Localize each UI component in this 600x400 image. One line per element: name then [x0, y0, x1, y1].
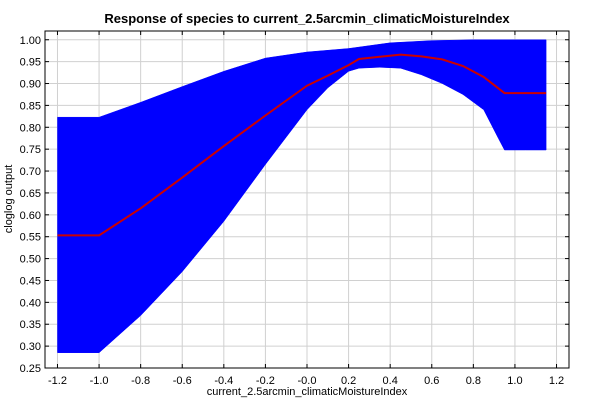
x-tick-label: -0.8 [131, 375, 150, 387]
x-tick-label: 0.2 [341, 375, 356, 387]
x-tick-label: -0.2 [256, 375, 275, 387]
x-axis-ticks: -1.2 -1.0 -0.8 -0.6 -0.4 -0.2 -0.0 0.2 0.4 0.6 0.8… [48, 31, 564, 387]
x-axis-label: current_2.5arcmin_climaticMoistureIndex [207, 386, 408, 398]
y-tick-label: 0.45 [20, 275, 41, 287]
y-tick-label: 0.75 [20, 144, 41, 156]
y-axis-label: cloglog output [3, 165, 15, 234]
y-axis-ticks: 0.25 0.30 0.35 0.40 0.45 0.50 0.55 0.60 0.65 0.70… [20, 35, 569, 375]
y-tick-label: 0.85 [20, 100, 41, 112]
mean-response-line [57, 53, 547, 237]
y-tick-label: 1.00 [20, 35, 41, 47]
x-tick-label: -0.4 [214, 375, 233, 387]
x-tick-label: 0.6 [424, 375, 439, 387]
y-tick-label: 0.40 [20, 297, 41, 309]
x-tick-label: 0.4 [383, 375, 398, 387]
x-tick-label: -0.0 [298, 375, 317, 387]
y-tick-label: 0.25 [20, 363, 41, 375]
x-tick-label: 1.2 [549, 375, 564, 387]
confidence-band [57, 39, 547, 353]
chart-title: Response of species to current_2.5arcmin… [104, 11, 510, 26]
y-tick-label: 0.70 [20, 166, 41, 178]
y-tick-label: 0.55 [20, 232, 41, 244]
y-tick-label: 0.35 [20, 319, 41, 331]
y-tick-label: 0.80 [20, 122, 41, 134]
x-tick-label: -1.0 [90, 375, 109, 387]
y-tick-label: 0.95 [20, 57, 41, 69]
x-tick-label: -1.2 [48, 375, 67, 387]
x-tick-label: 1.0 [507, 375, 522, 387]
y-tick-label: 0.65 [20, 188, 41, 200]
y-tick-label: 0.60 [20, 210, 41, 222]
mean-line-layer [57, 53, 547, 237]
y-tick-label: 0.90 [20, 79, 41, 91]
y-tick-label: 0.30 [20, 341, 41, 353]
confidence-band-layer [57, 39, 547, 353]
x-tick-label: 0.8 [466, 375, 481, 387]
y-tick-label: 0.50 [20, 254, 41, 266]
x-tick-label: -0.6 [173, 375, 192, 387]
